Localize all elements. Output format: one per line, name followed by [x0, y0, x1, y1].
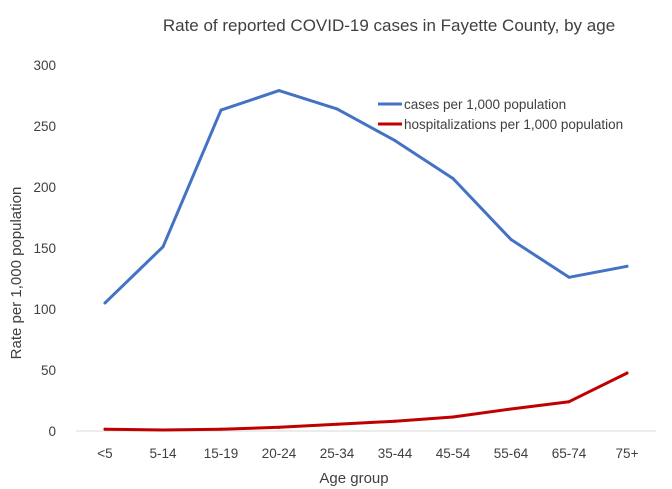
data-point — [335, 422, 339, 426]
x-tick-label: 65-74 — [552, 446, 587, 461]
data-point — [335, 107, 339, 111]
data-point — [509, 407, 513, 411]
data-point — [219, 108, 223, 112]
y-axis-label: Rate per 1,000 population — [8, 187, 25, 360]
x-tick-label: 20-24 — [262, 446, 297, 461]
x-tick-label: 75+ — [616, 446, 639, 461]
chart-title: Rate of reported COVID-19 cases in Fayet… — [163, 16, 615, 35]
data-point — [103, 427, 107, 431]
x-tick-label: <5 — [97, 446, 112, 461]
x-tick-label: 25-34 — [320, 446, 355, 461]
data-point — [103, 301, 107, 305]
series-line-2 — [103, 371, 629, 432]
data-point — [625, 264, 629, 268]
data-point — [161, 428, 165, 432]
data-point — [625, 371, 629, 375]
y-tick-label: 0 — [48, 424, 56, 439]
data-point — [567, 275, 571, 279]
y-tick-label: 150 — [33, 241, 56, 256]
series-lines — [103, 89, 629, 432]
x-tick-label: 15-19 — [204, 446, 239, 461]
legend: cases per 1,000 population hospitalizatio… — [378, 97, 623, 132]
x-axis-ticks: <5 5-14 15-19 20-24 25-34 35-44 45-54 55-64 65-7… — [97, 446, 638, 461]
data-point — [393, 139, 397, 143]
y-axis-ticks: 0 50 100 150 200 250 300 — [33, 58, 56, 439]
x-tick-label: 5-14 — [149, 446, 177, 461]
y-tick-label: 200 — [33, 180, 56, 195]
data-point — [451, 415, 455, 419]
data-point — [161, 245, 165, 249]
data-point — [277, 425, 281, 429]
data-point — [567, 400, 571, 404]
x-tick-label: 35-44 — [378, 446, 413, 461]
data-point — [277, 89, 281, 93]
legend-label: cases per 1,000 population — [404, 97, 566, 112]
x-axis-label: Age group — [319, 470, 388, 487]
data-point — [451, 176, 455, 180]
y-tick-label: 100 — [33, 302, 56, 317]
y-tick-label: 50 — [41, 363, 56, 378]
x-tick-label: 55-64 — [494, 446, 529, 461]
series-line-1 — [103, 89, 629, 305]
data-point — [393, 419, 397, 423]
data-point — [509, 237, 513, 241]
x-tick-label: 45-54 — [436, 446, 471, 461]
legend-label: hospitalizations per 1,000 population — [404, 117, 623, 132]
data-point — [219, 427, 223, 431]
y-tick-label: 250 — [33, 119, 56, 134]
y-tick-label: 300 — [33, 58, 56, 73]
